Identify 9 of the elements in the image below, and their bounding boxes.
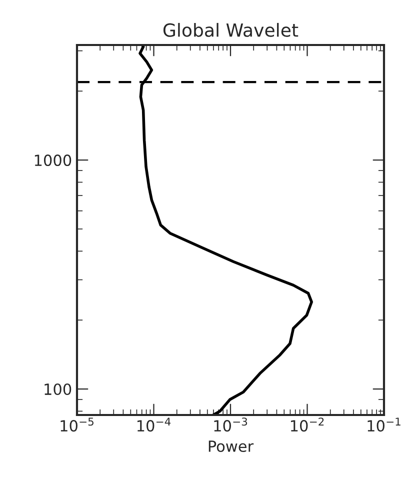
x-tick-label: 10$^{−1}$ <box>368 418 400 432</box>
x-axis-title: Power <box>208 440 254 452</box>
y-tick-label: 1000 <box>34 154 72 166</box>
x-tick-label: 10$^{−3}$ <box>214 418 248 432</box>
x-tick-label: 10$^{−4}$ <box>137 418 171 432</box>
x-tick-label: 10$^{−5}$ <box>60 418 94 432</box>
x-tick-label: 10$^{−2}$ <box>290 418 324 432</box>
y-tick-label: 100 <box>44 383 72 396</box>
chart-title: Global Wavelet <box>163 22 298 37</box>
